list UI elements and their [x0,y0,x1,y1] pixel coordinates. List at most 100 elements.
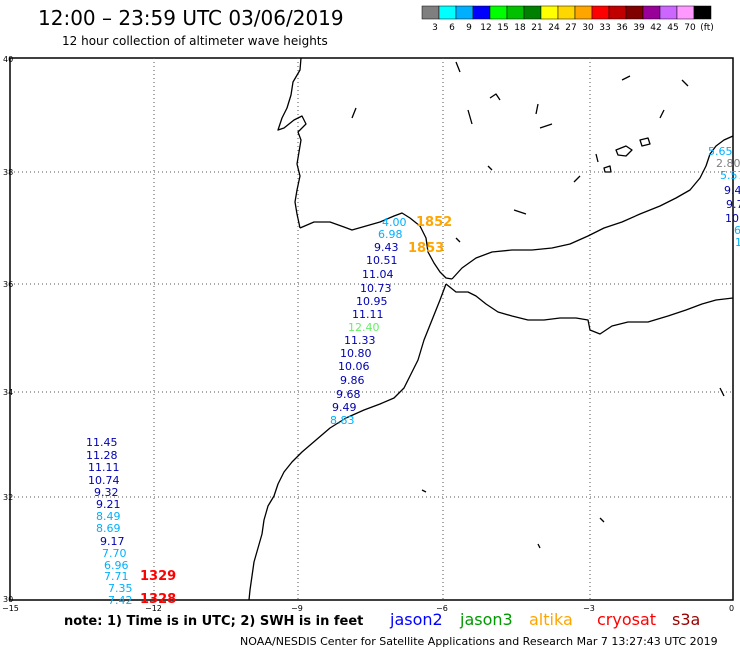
wave-height-value: 9.4 [724,184,740,197]
satellite-legend: jason2 jason3 altika cryosat s3a [389,610,700,629]
wave-height-value: 10.74 [88,474,120,487]
color-scale-swatch [591,5,610,20]
lon-label: −3 [583,604,595,613]
color-scale-swatch [659,5,678,20]
wave-height-value: 9.32 [94,486,119,499]
wave-height-value: 11.04 [362,268,394,281]
wave-height-value: 8.49 [96,510,121,523]
color-scale-swatch [438,5,457,20]
wave-height-value: 11.33 [344,334,376,347]
color-scale-label: 30 [582,23,594,33]
inland-water [719,387,725,397]
wave-height-value: 11.11 [88,461,120,474]
observation-time: 1329 [140,569,176,584]
wave-height-value: 5.65 [708,145,733,158]
wave-height-color-scale: 3 6 9 12 15 18 21 24 27 30 33 36 39 42 45 70 (ft) [421,5,714,33]
lon-label: −12 [145,604,162,613]
color-scale-label: 70 [684,23,696,33]
wave-height-value: 2.80 [716,157,740,170]
color-scale-swatch [625,5,644,20]
observation-time-labels: 1852 1853 1329 1328 [140,215,452,607]
lat-label: 30 [3,595,13,604]
island-outline [639,137,651,147]
footnote: note: 1) Time is in UTC; 2) SWH is in fe… [64,614,363,629]
wave-height-value: 9.68 [336,388,361,401]
lat-label: 38 [3,168,13,177]
wave-height-value: 7.42 [108,594,133,607]
graticule-grid [10,58,733,600]
inland-water [455,61,461,73]
color-scale-label: 3 [432,23,438,33]
wave-height-value: 8.83 [330,414,355,427]
island-outline [603,165,612,173]
south-iberia-coastline [299,212,453,280]
inland-water [489,93,501,101]
wave-height-value: 9.17 [100,535,125,548]
wave-height-value: 1 [735,236,740,249]
coastlines [248,57,734,601]
color-scale-label: 45 [667,23,678,33]
lon-label: −6 [436,604,448,613]
inland-water [487,165,493,171]
satellite-legend-cryosat: cryosat [597,610,656,629]
satellite-legend-jason2: jason2 [389,610,443,629]
inland-water [573,175,581,183]
wave-height-value: 5.57 [720,169,740,182]
satellite-legend-s3a: s3a [672,610,700,629]
credit-line: NOAA/NESDIS Center for Satellite Applica… [240,635,718,648]
inland-water [513,209,527,215]
color-scale-swatch [642,5,661,20]
color-scale-swatch [608,5,627,20]
color-scale-label: 39 [633,23,645,33]
wave-height-value: 9.86 [340,374,365,387]
color-scale-label: 33 [599,23,610,33]
wave-height-value: 6.96 [104,559,129,572]
color-scale-label: 18 [514,23,526,33]
wave-height-value: 9.49 [332,401,357,414]
color-scale-swatch [574,5,593,20]
color-scale-swatch [455,5,474,20]
color-scale-label: 27 [565,23,576,33]
wave-height-value: 12.40 [348,321,380,334]
longitude-labels: −15 −12 −9 −6 −3 0 [2,604,734,613]
altimeter-observations: 4.006.989.4310.5111.0410.7310.9511.1112.… [86,145,740,607]
color-scale-label: 42 [650,23,661,33]
wave-height-value: 6.98 [378,228,403,241]
wave-height-value: 7.70 [102,547,127,560]
portugal-coastline [277,57,307,229]
inland-water [537,543,541,549]
observation-time: 1328 [140,592,176,607]
wave-height-value: 11.11 [352,308,384,321]
inland-water [421,489,427,493]
latitude-labels: 40 38 36 34 32 30 [3,55,13,604]
inland-water [467,109,473,125]
lon-label: 0 [729,604,734,613]
lat-label: 34 [3,388,13,397]
color-scale-label: 15 [497,23,508,33]
observation-time: 1852 [416,215,452,230]
observation-time: 1853 [408,241,444,256]
spain-mediterranean-coastline [451,135,734,280]
lat-label: 36 [3,280,13,289]
morocco-atlantic-coastline [248,283,447,601]
color-scale-swatch [540,5,559,20]
inland-water [621,75,631,81]
color-scale-label: 9 [466,23,472,33]
wave-height-value: 7.35 [108,582,133,595]
inland-water [351,107,357,119]
inland-water [535,103,539,115]
color-scale-swatch [693,5,712,20]
wave-height-value: 9.7 [726,198,740,211]
inland-water [455,237,461,243]
north-africa-coastline [445,283,734,335]
wave-height-value: 4.00 [382,216,407,229]
wave-height-value: 7.71 [104,570,129,583]
satellite-legend-jason3: jason3 [459,610,513,629]
wave-height-value: 11.28 [86,449,118,462]
color-scale-swatch [506,5,525,20]
color-scale-swatch [523,5,542,20]
map-frame [9,57,734,601]
map-title: 12:00 – 23:59 UTC 03/06/2019 [38,6,344,30]
color-scale-label: 6 [449,23,455,33]
wave-height-value: 10.80 [340,347,372,360]
